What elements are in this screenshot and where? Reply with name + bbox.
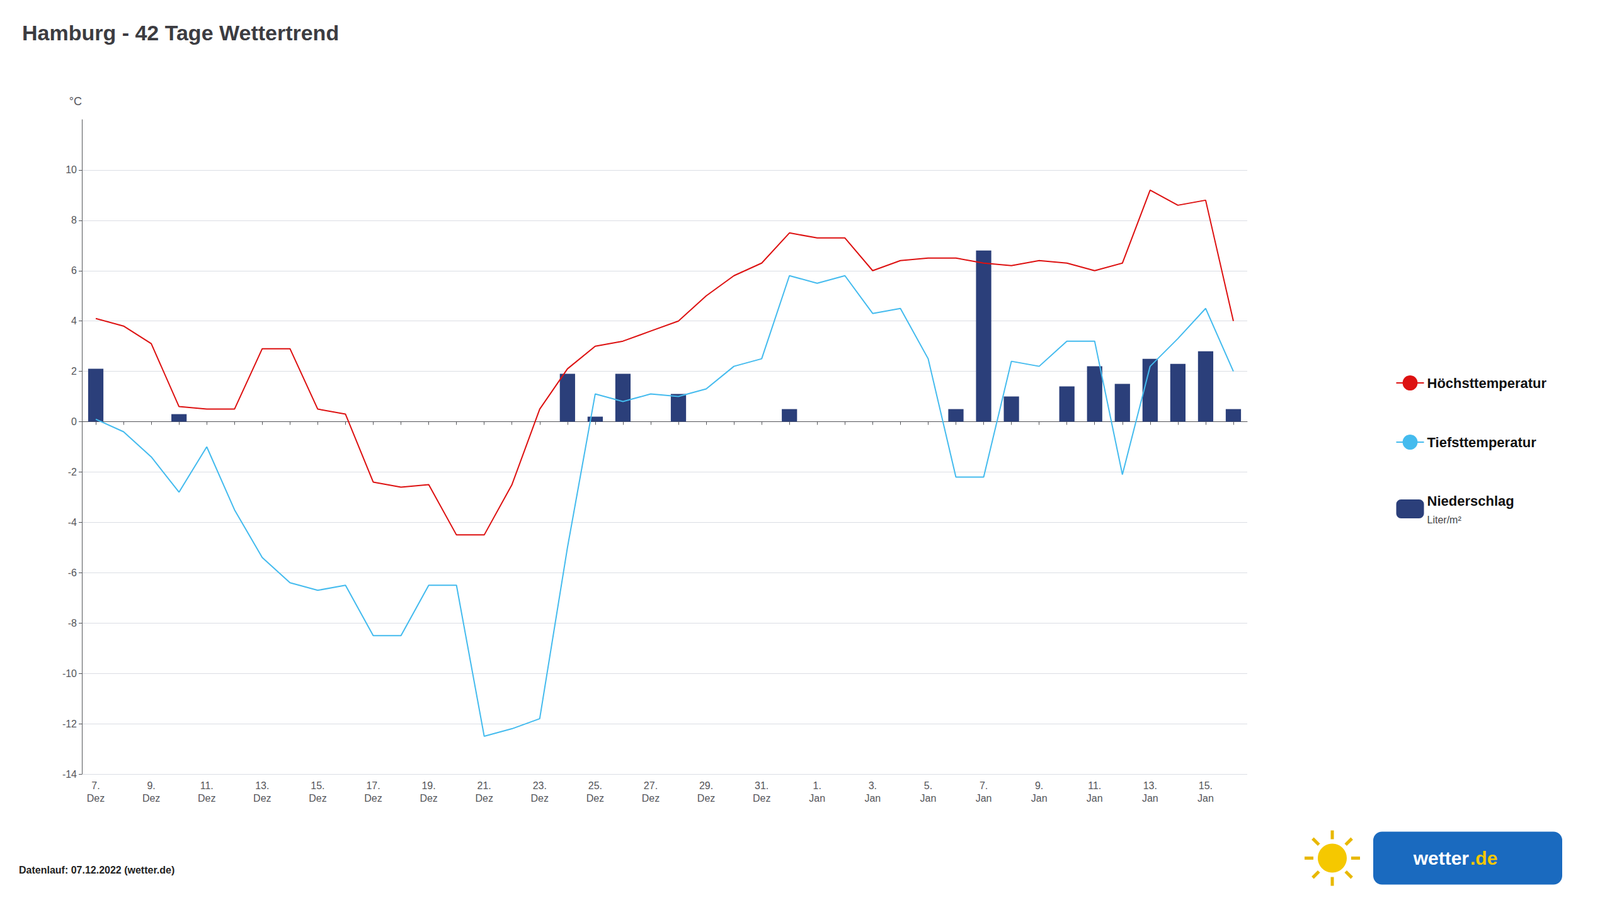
- svg-text:wetter: wetter: [1412, 847, 1470, 869]
- svg-text:Jan: Jan: [1197, 793, 1214, 804]
- svg-text:Dez: Dez: [586, 793, 605, 804]
- svg-text:29.: 29.: [699, 780, 714, 792]
- svg-text:23.: 23.: [532, 780, 547, 792]
- svg-text:9.: 9.: [146, 780, 155, 792]
- svg-text:-8: -8: [68, 617, 77, 629]
- svg-text:Dez: Dez: [86, 793, 105, 804]
- svg-text:Dez: Dez: [142, 793, 160, 804]
- svg-text:.de: .de: [1470, 847, 1498, 869]
- svg-text:Jan: Jan: [1142, 793, 1159, 804]
- svg-text:9.: 9.: [1034, 780, 1044, 792]
- svg-text:13.: 13.: [255, 780, 269, 792]
- svg-text:-4: -4: [68, 517, 77, 528]
- svg-text:25.: 25.: [588, 780, 603, 792]
- svg-text:2: 2: [71, 365, 77, 377]
- svg-text:Niederschlag: Niederschlag: [1427, 493, 1515, 509]
- svg-text:-10: -10: [62, 668, 77, 680]
- svg-text:Hamburg - 42 Tage Wettertrend: Hamburg - 42 Tage Wettertrend: [22, 20, 339, 45]
- svg-text:Jan: Jan: [920, 793, 937, 804]
- svg-text:Jan: Jan: [1031, 793, 1048, 804]
- svg-text:17.: 17.: [365, 780, 380, 792]
- svg-text:11.: 11.: [200, 780, 214, 792]
- svg-text:6: 6: [71, 265, 77, 276]
- svg-text:-2: -2: [68, 466, 77, 478]
- svg-text:Dez: Dez: [253, 793, 271, 804]
- svg-text:Höchsttemperatur: Höchsttemperatur: [1427, 375, 1548, 392]
- svg-text:5.: 5.: [924, 780, 933, 792]
- svg-text:-14: -14: [62, 769, 77, 780]
- svg-text:Datenlauf: 07.12.2022 (wetter.: Datenlauf: 07.12.2022 (wetter.de): [18, 864, 175, 876]
- svg-text:7.: 7.: [979, 780, 988, 792]
- svg-text:Dez: Dez: [531, 793, 549, 804]
- svg-text:Dez: Dez: [308, 793, 327, 804]
- svg-text:Dez: Dez: [364, 793, 382, 804]
- svg-text:31.: 31.: [754, 780, 769, 792]
- svg-text:11.: 11.: [1087, 780, 1102, 792]
- svg-text:-12: -12: [62, 718, 77, 730]
- svg-text:Liter/m²: Liter/m²: [1427, 514, 1463, 526]
- svg-text:Dez: Dez: [197, 793, 216, 804]
- svg-text:3.: 3.: [868, 780, 877, 792]
- svg-text:1.: 1.: [813, 780, 822, 792]
- svg-text:0: 0: [71, 416, 77, 428]
- svg-text:Dez: Dez: [474, 793, 493, 804]
- svg-text:Jan: Jan: [975, 793, 993, 804]
- svg-text:27.: 27.: [643, 780, 658, 792]
- svg-text:Dez: Dez: [697, 793, 715, 804]
- svg-text:Dez: Dez: [641, 793, 660, 804]
- svg-text:Dez: Dez: [419, 793, 438, 804]
- svg-text:10: 10: [65, 164, 77, 176]
- svg-text:Jan: Jan: [864, 793, 881, 804]
- svg-text:19.: 19.: [421, 780, 436, 792]
- svg-text:°C: °C: [69, 95, 82, 108]
- svg-text:Jan: Jan: [1086, 793, 1103, 804]
- svg-text:4: 4: [71, 315, 77, 327]
- svg-text:21.: 21.: [477, 780, 492, 792]
- svg-text:-6: -6: [68, 567, 77, 579]
- svg-text:13.: 13.: [1143, 780, 1158, 792]
- svg-text:Tiefsttemperatur: Tiefsttemperatur: [1427, 434, 1538, 451]
- svg-text:7.: 7.: [91, 780, 100, 792]
- svg-text:15.: 15.: [1198, 780, 1213, 792]
- svg-text:15.: 15.: [310, 780, 325, 792]
- svg-text:8: 8: [71, 214, 77, 226]
- svg-text:Dez: Dez: [752, 793, 771, 804]
- svg-text:Jan: Jan: [808, 793, 826, 804]
